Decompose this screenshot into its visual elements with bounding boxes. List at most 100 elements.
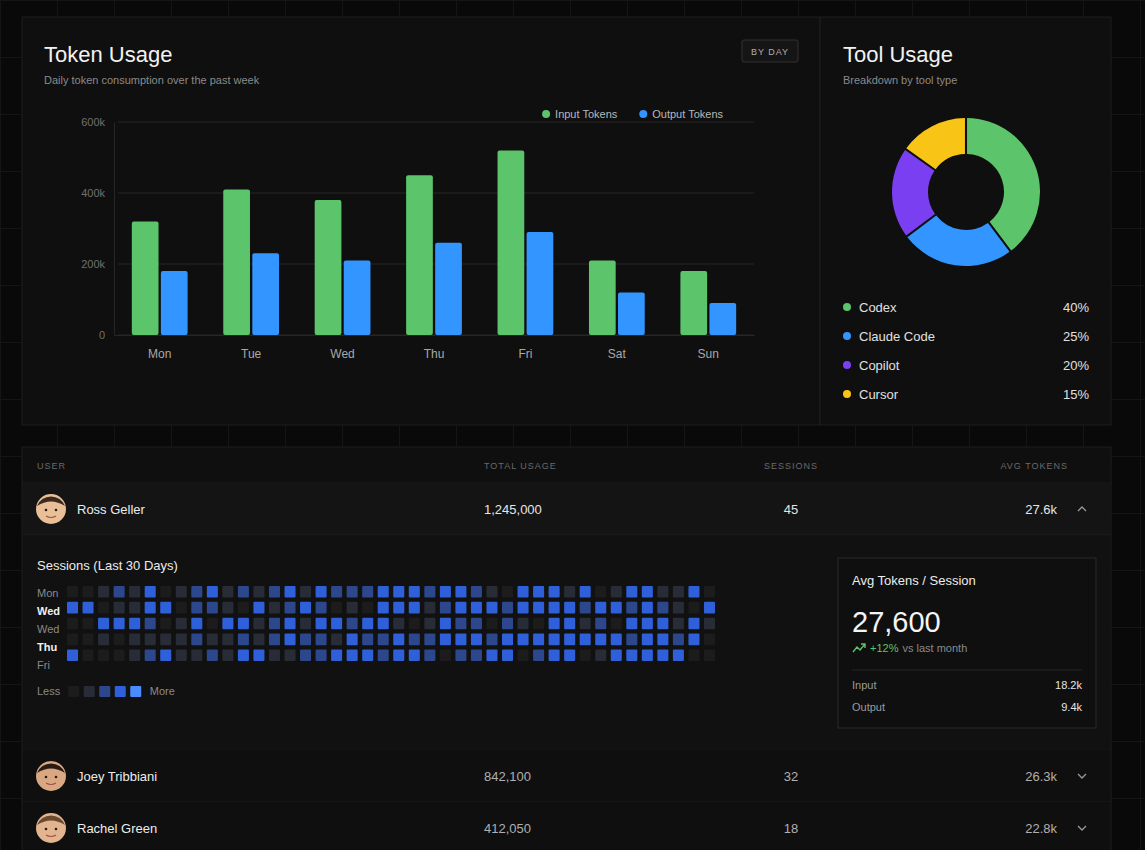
stat-title: Avg Tokens / Session [852, 573, 976, 588]
heatmap-cell [626, 649, 637, 661]
heatmap-cell [673, 586, 684, 598]
x-tick: Mon [148, 335, 171, 361]
total-usage: 1,245,000 [484, 502, 542, 517]
heatmap-cell [378, 634, 389, 646]
heatmap-cell [300, 634, 311, 646]
heatmap-cell [378, 618, 389, 630]
heatmap-cell [362, 618, 373, 630]
y-tick: 200k [81, 258, 114, 270]
sessions: 32 [784, 769, 798, 784]
heatmap-cell [455, 649, 466, 661]
heatmap-cell [98, 649, 109, 661]
heatmap-cell [564, 634, 575, 646]
stat-value: 27,600 [852, 606, 941, 638]
heatmap-cell [176, 602, 187, 614]
bar [406, 175, 433, 335]
bar [132, 221, 159, 335]
table-row[interactable]: Rachel Green412,0501822.8k [23, 802, 1110, 850]
sessions: 18 [784, 821, 798, 836]
heatmap-cell [191, 602, 202, 614]
heatmap-cell [673, 634, 684, 646]
heatmap-cell [440, 586, 451, 598]
toggle-label[interactable]: BY DAY [751, 47, 789, 57]
heatmap-cell [285, 634, 296, 646]
heatmap-cell [129, 602, 140, 614]
heatmap-cell [564, 602, 575, 614]
user-name[interactable]: Rachel Green [77, 821, 157, 836]
heatmap-cell [502, 618, 513, 630]
heatmap-cell [316, 618, 327, 630]
heatmap-cell [207, 586, 218, 598]
heatmap-cell [549, 649, 560, 661]
stat-card: Avg Tokens / Session27,600+12%vs last mo… [838, 558, 1096, 728]
heatmap-cell [486, 618, 497, 630]
avatar-eye [55, 828, 58, 831]
heatmap-cell [145, 586, 156, 598]
legend: Codex40%Claude Code25%Copilot20%Cursor15… [843, 300, 1089, 402]
heatmap-cell [611, 618, 622, 630]
legend-label: Input Tokens [555, 108, 618, 120]
heatmap-cell [611, 602, 622, 614]
heatmap-cell [316, 586, 327, 598]
column-header: USER [37, 461, 66, 471]
avatar-face [36, 494, 66, 524]
collapse-chevron[interactable] [1078, 507, 1086, 511]
sessions: 45 [784, 502, 798, 517]
legend-swatch [99, 686, 110, 697]
expand-chevron[interactable] [1078, 826, 1086, 830]
heatmap-cell [207, 649, 218, 661]
toggle-button[interactable]: BY DAY [742, 40, 798, 62]
heatmap-cell [704, 618, 715, 630]
chart-subtitle: Breakdown by tool type [843, 74, 957, 86]
divider [22, 535, 1111, 536]
heatmap-cell [191, 649, 202, 661]
heatmap-cell [67, 634, 78, 646]
legend-item: Claude Code25% [843, 329, 1089, 344]
heatmap-cell [673, 602, 684, 614]
heatmap-cell [207, 602, 218, 614]
heatmap-cell [424, 618, 435, 630]
heatmap-title: Sessions (Last 30 Days) [37, 558, 178, 573]
heatmap-cell [549, 602, 560, 614]
row-bg[interactable] [23, 802, 1110, 850]
user-name[interactable]: Ross Geller [77, 502, 146, 517]
x-tick-label: Sun [698, 347, 719, 361]
table-row[interactable]: Joey Tribbiani842,1003226.3k [23, 750, 1110, 802]
heatmap-row-label: Mon [37, 587, 58, 599]
heatmap-cell [626, 602, 637, 614]
heatmap-cell [440, 649, 451, 661]
toggle-button-bg[interactable] [742, 40, 798, 62]
heatmap-cell [409, 602, 420, 614]
heatmap-cell [98, 618, 109, 630]
heatmap-cell [114, 586, 125, 598]
row-bg[interactable] [23, 483, 1110, 535]
avatar-face [36, 761, 66, 791]
heatmap-cell [611, 586, 622, 598]
expand-chevron[interactable] [1078, 774, 1086, 778]
heatmap-cell [642, 602, 653, 614]
legend-label: Output Tokens [652, 108, 723, 120]
x-tick: Tue [241, 335, 262, 361]
donut-chart: Tool Usage Breakdown by tool type Codex40%… [843, 42, 1089, 402]
grid-line [118, 122, 754, 123]
legend-label: Cursor [859, 387, 899, 402]
row-bg[interactable] [23, 750, 1110, 802]
heatmap-cell [129, 618, 140, 630]
table-row[interactable]: Ross Geller1,245,0004527.6k [23, 483, 1110, 535]
heatmap-cell [285, 649, 296, 661]
heatmap-cell [486, 602, 497, 614]
heatmap-cell [409, 634, 420, 646]
heatmap-cell [300, 602, 311, 614]
heatmap-cell [688, 618, 699, 630]
heatmap-cell [160, 602, 171, 614]
heatmap-cell [471, 618, 482, 630]
user-name[interactable]: Joey Tribbiani [77, 769, 157, 784]
heatmap-cell [471, 586, 482, 598]
heatmap-cell [424, 586, 435, 598]
heatmap-cell [518, 618, 529, 630]
chart-title: Tool Usage [843, 42, 953, 67]
heatmap-cell [688, 649, 699, 661]
heatmap-cell [114, 602, 125, 614]
heatmap-cell [176, 618, 187, 630]
heatmap-cell [626, 586, 637, 598]
